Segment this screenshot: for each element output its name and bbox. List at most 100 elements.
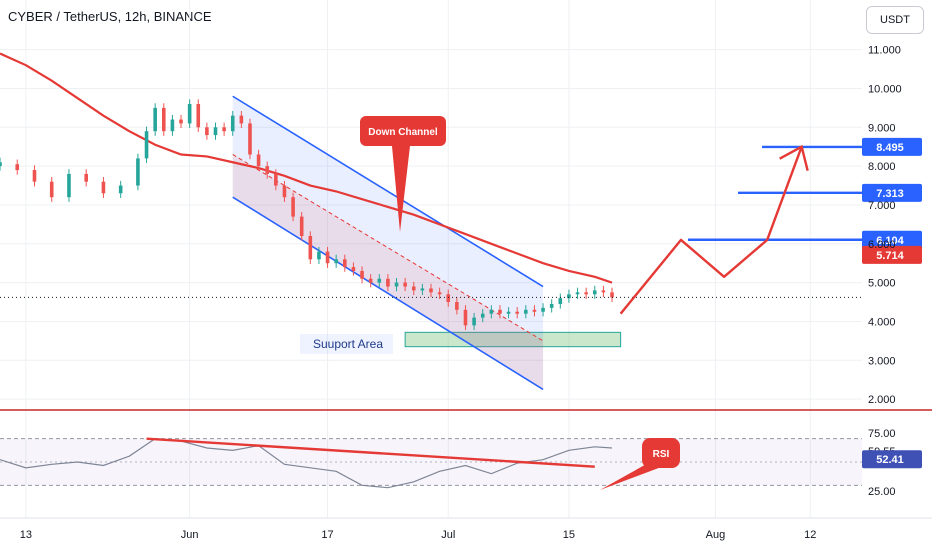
candle (377, 278, 382, 283)
rsi-panel: RSI (0, 409, 932, 490)
candle (532, 309, 537, 312)
candle (153, 107, 157, 132)
rsi-line (0, 438, 613, 489)
x-tick-label: 12 (804, 529, 816, 541)
rsi-tick-label: 25.00 (868, 486, 896, 498)
candles (0, 99, 614, 330)
candle (136, 158, 140, 186)
candle (196, 104, 201, 128)
x-tick-label: Jun (181, 529, 199, 541)
candle (524, 309, 528, 314)
candle (515, 311, 519, 314)
candle (541, 307, 545, 312)
candle (592, 290, 597, 295)
candle (360, 270, 364, 279)
x-tick-label: Aug (706, 529, 726, 541)
rsi-current-label: 52.41 (876, 454, 904, 466)
candle (411, 286, 416, 291)
candle (567, 294, 571, 299)
candle (101, 181, 106, 194)
level-tag (862, 183, 922, 202)
ma-line (0, 52, 613, 284)
y-tick-label: 7.000 (868, 200, 896, 212)
candle (386, 278, 390, 287)
channel-upper-line (232, 95, 544, 288)
candle (575, 292, 580, 295)
x-tick-label: 17 (321, 529, 333, 541)
zones (404, 331, 622, 348)
rsi-callout-pointer (600, 462, 664, 490)
down-channel-pointer (392, 146, 410, 232)
x-tick-label: 13 (20, 529, 32, 541)
candle (282, 185, 287, 198)
candle (601, 290, 606, 293)
grid (0, 0, 862, 518)
candle (498, 309, 502, 314)
candle (144, 131, 149, 159)
candle (49, 181, 54, 198)
y-tick-label: 3.000 (868, 355, 896, 367)
candle (15, 164, 20, 171)
channel-lower-line (232, 196, 544, 391)
y-tick-label: 10.000 (868, 83, 902, 95)
rsi-tick-label: 75.00 (868, 428, 896, 440)
candle (187, 104, 192, 124)
ma-label: 5.714 (876, 250, 904, 262)
candle (265, 166, 270, 174)
candle (213, 127, 218, 136)
levels: 6.104 7.313 8.495 5.714 (0, 137, 922, 298)
candle (334, 259, 338, 264)
candle (549, 303, 554, 308)
projection (619, 144, 809, 315)
candle (480, 313, 485, 318)
rsi-current-tag (862, 450, 922, 469)
annotations: Down Channel Suuport Area (300, 116, 446, 354)
candle (32, 170, 37, 182)
candle (161, 107, 166, 132)
rsi-callout (642, 438, 680, 468)
candle (291, 197, 295, 217)
down-channel-label: Down Channel (368, 127, 438, 138)
candle (368, 278, 373, 283)
y-tick-label: 6.000 (868, 239, 896, 251)
candle (558, 298, 563, 304)
candle (205, 127, 209, 136)
chart-title: CYBER / TetherUS, 12h, BINANCE (8, 9, 212, 24)
candle (317, 251, 321, 260)
level-tag (862, 230, 922, 249)
candle (403, 282, 407, 287)
candle (463, 309, 468, 326)
candle (118, 185, 123, 194)
y-tick-label: 8.000 (868, 161, 896, 173)
candle (420, 288, 425, 291)
candle (67, 173, 71, 198)
projection-path (619, 146, 803, 315)
candle (299, 216, 304, 237)
currency-button[interactable]: USDT (866, 6, 924, 34)
rsi-callout-label: RSI (653, 449, 670, 460)
x-tick-label: Jul (441, 529, 455, 541)
candle (248, 123, 252, 155)
candle (394, 282, 399, 287)
candle (472, 317, 476, 326)
candle (506, 311, 511, 314)
y-tick-label: 4.000 (868, 316, 896, 328)
y-tick-label: 9.000 (868, 122, 896, 134)
x-tick-label: 15 (563, 529, 575, 541)
candle (84, 173, 88, 182)
candle (0, 162, 2, 167)
candle (239, 115, 244, 124)
candle (351, 267, 356, 271)
y-tick-label: 11.000 (868, 45, 901, 57)
candle (446, 294, 451, 303)
candle (437, 292, 442, 295)
support-zone (404, 331, 622, 348)
candle (610, 292, 614, 298)
support-area-label: Suuport Area (313, 337, 383, 351)
support-area-box (300, 334, 393, 354)
candle (343, 259, 347, 268)
moving-average (0, 52, 613, 284)
candle (179, 119, 183, 124)
